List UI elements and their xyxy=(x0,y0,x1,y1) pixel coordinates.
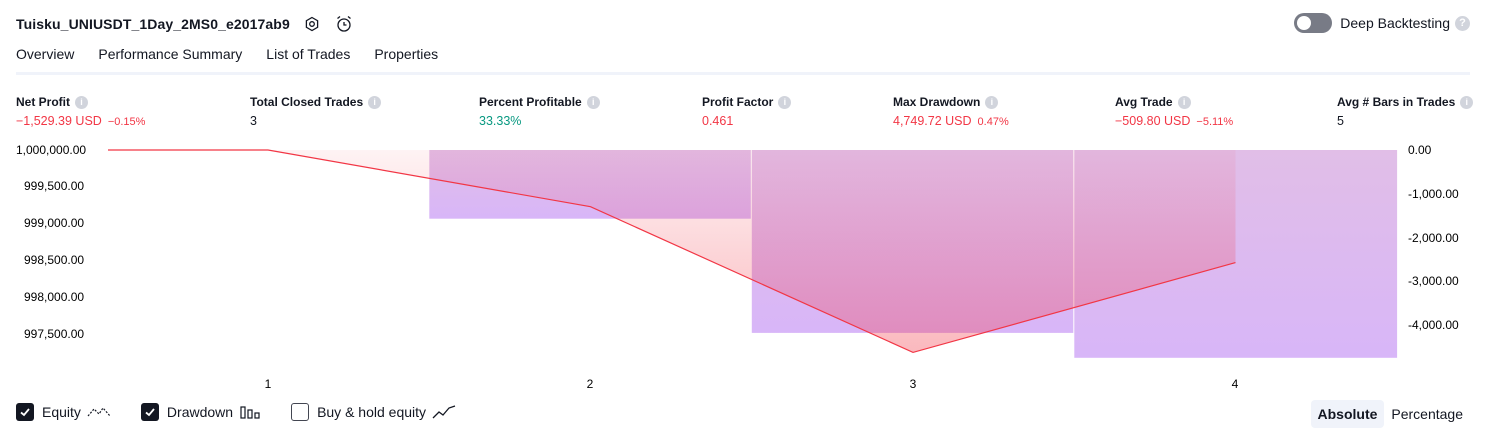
legend-buy-hold-equity[interactable]: Buy & hold equity xyxy=(291,403,456,421)
tab-overview[interactable]: Overview xyxy=(16,44,75,75)
y-left-tick: 998,500.00 xyxy=(24,253,84,267)
strategy-title: Tuisku_UNIUSDT_1Day_2MS0_e2017ab9 xyxy=(16,16,290,32)
chart-legend: Equity Drawdown Buy & hold equity xyxy=(16,403,486,421)
report-header: Tuisku_UNIUSDT_1Day_2MS0_e2017ab9 xyxy=(16,13,354,35)
absolute-button[interactable]: Absolute xyxy=(1310,400,1385,428)
info-icon[interactable]: i xyxy=(985,95,999,109)
legend-drawdown[interactable]: Drawdown xyxy=(140,403,261,421)
y-right-tick: 0.00 xyxy=(1408,143,1432,157)
metric-label: Avg Trade xyxy=(1115,95,1173,109)
metric-percent-profitable: Percent Profitable i 33.33% xyxy=(479,94,600,130)
metric-value: 4,749.72 USD xyxy=(893,114,972,128)
y-axis-left: 1,000,000.00 999,500.00 999,000.00 998,5… xyxy=(16,143,86,341)
metric-percent: −0.15% xyxy=(107,116,146,128)
equity-line xyxy=(108,149,1236,354)
settings-icon[interactable] xyxy=(302,14,322,34)
legend-equity[interactable]: Equity xyxy=(16,403,111,421)
metric-label: Max Drawdown xyxy=(893,95,981,109)
buy-hold-line-icon xyxy=(432,404,456,420)
value-mode-switch: Absolute Percentage xyxy=(1310,400,1471,428)
metric-max-drawdown: Max Drawdown i 4,749.72 USD 0.47% xyxy=(893,94,1009,130)
equity-checkbox[interactable] xyxy=(16,403,34,421)
info-icon[interactable]: i xyxy=(1460,95,1474,109)
x-tick: 2 xyxy=(587,377,594,391)
y-right-tick: -4,000.00 xyxy=(1408,318,1459,332)
equity-drawdown-chart: 1,000,000.00 999,500.00 999,000.00 998,5… xyxy=(16,143,1459,391)
info-icon[interactable]: i xyxy=(1177,95,1191,109)
y-right-tick: -3,000.00 xyxy=(1408,274,1459,288)
metric-percent: −5.11% xyxy=(1196,116,1234,128)
metric-value: 0.461 xyxy=(702,114,734,128)
metric-value: 5 xyxy=(1337,114,1344,128)
metric-percent: 0.47% xyxy=(977,116,1009,128)
y-left-tick: 999,500.00 xyxy=(24,179,84,193)
y-right-tick: -1,000.00 xyxy=(1408,187,1459,201)
metric-avg-trade: Avg Trade i −509.80 USD −5.11% xyxy=(1115,94,1233,130)
x-axis: 1 2 3 4 xyxy=(265,377,1239,391)
tab-bar: Overview Performance Summary List of Tra… xyxy=(16,44,462,75)
info-icon[interactable]: i xyxy=(368,95,382,109)
legend-label: Drawdown xyxy=(166,404,234,420)
tab-divider xyxy=(16,72,1470,75)
y-left-tick: 998,000.00 xyxy=(24,290,84,304)
metric-label: Profit Factor xyxy=(702,95,774,109)
legend-label: Buy & hold equity xyxy=(317,404,427,420)
info-icon[interactable]: i xyxy=(586,95,600,109)
metric-label: Net Profit xyxy=(16,95,70,109)
deep-backtesting-label: Deep Backtesting xyxy=(1340,15,1450,31)
legend-label: Equity xyxy=(42,404,81,420)
metric-label: Avg # Bars in Trades xyxy=(1337,95,1456,109)
deep-backtesting-toggle[interactable] xyxy=(1294,13,1333,33)
metric-avg-bars: Avg # Bars in Trades i 5 xyxy=(1337,94,1474,130)
help-icon[interactable]: ? xyxy=(1455,15,1470,31)
drawdown-checkbox[interactable] xyxy=(140,403,159,421)
x-tick: 3 xyxy=(910,377,917,391)
metric-profit-factor: Profit Factor i 0.461 xyxy=(702,94,792,130)
metric-total-closed-trades: Total Closed Trades i 3 xyxy=(250,94,382,130)
metric-label: Total Closed Trades xyxy=(250,95,364,109)
x-tick: 1 xyxy=(265,377,272,391)
tab-properties[interactable]: Properties xyxy=(374,46,439,62)
metric-value: −509.80 USD xyxy=(1115,114,1191,128)
equity-line-icon xyxy=(87,404,111,420)
y-left-tick: 997,500.00 xyxy=(24,327,84,341)
y-left-tick: 999,000.00 xyxy=(24,216,84,230)
equity-area xyxy=(108,150,1236,353)
tab-list-of-trades[interactable]: List of Trades xyxy=(266,46,351,62)
info-icon[interactable]: i xyxy=(75,95,88,109)
tab-performance-summary[interactable]: Performance Summary xyxy=(98,46,243,62)
y-right-tick: -2,000.00 xyxy=(1408,231,1459,245)
info-icon[interactable]: i xyxy=(778,95,792,109)
deep-backtesting: Deep Backtesting ? xyxy=(1294,13,1470,33)
metric-label: Percent Profitable xyxy=(479,95,582,109)
x-tick: 4 xyxy=(1232,377,1239,391)
metric-net-profit: Net Profit i −1,529.39 USD −0.15% xyxy=(16,94,145,130)
y-left-tick: 1,000,000.00 xyxy=(16,143,86,157)
metric-value: 33.33% xyxy=(479,114,522,128)
metric-value: 3 xyxy=(250,114,257,128)
buy-hold-checkbox[interactable] xyxy=(291,403,310,421)
percentage-button[interactable]: Percentage xyxy=(1391,406,1463,422)
y-axis-right: 0.00 -1,000.00 -2,000.00 -3,000.00 -4,00… xyxy=(1408,143,1459,332)
drawdown-bars-icon xyxy=(239,404,261,420)
alarm-clock-add-icon[interactable] xyxy=(334,14,354,34)
metric-value: −1,529.39 USD xyxy=(16,114,102,128)
